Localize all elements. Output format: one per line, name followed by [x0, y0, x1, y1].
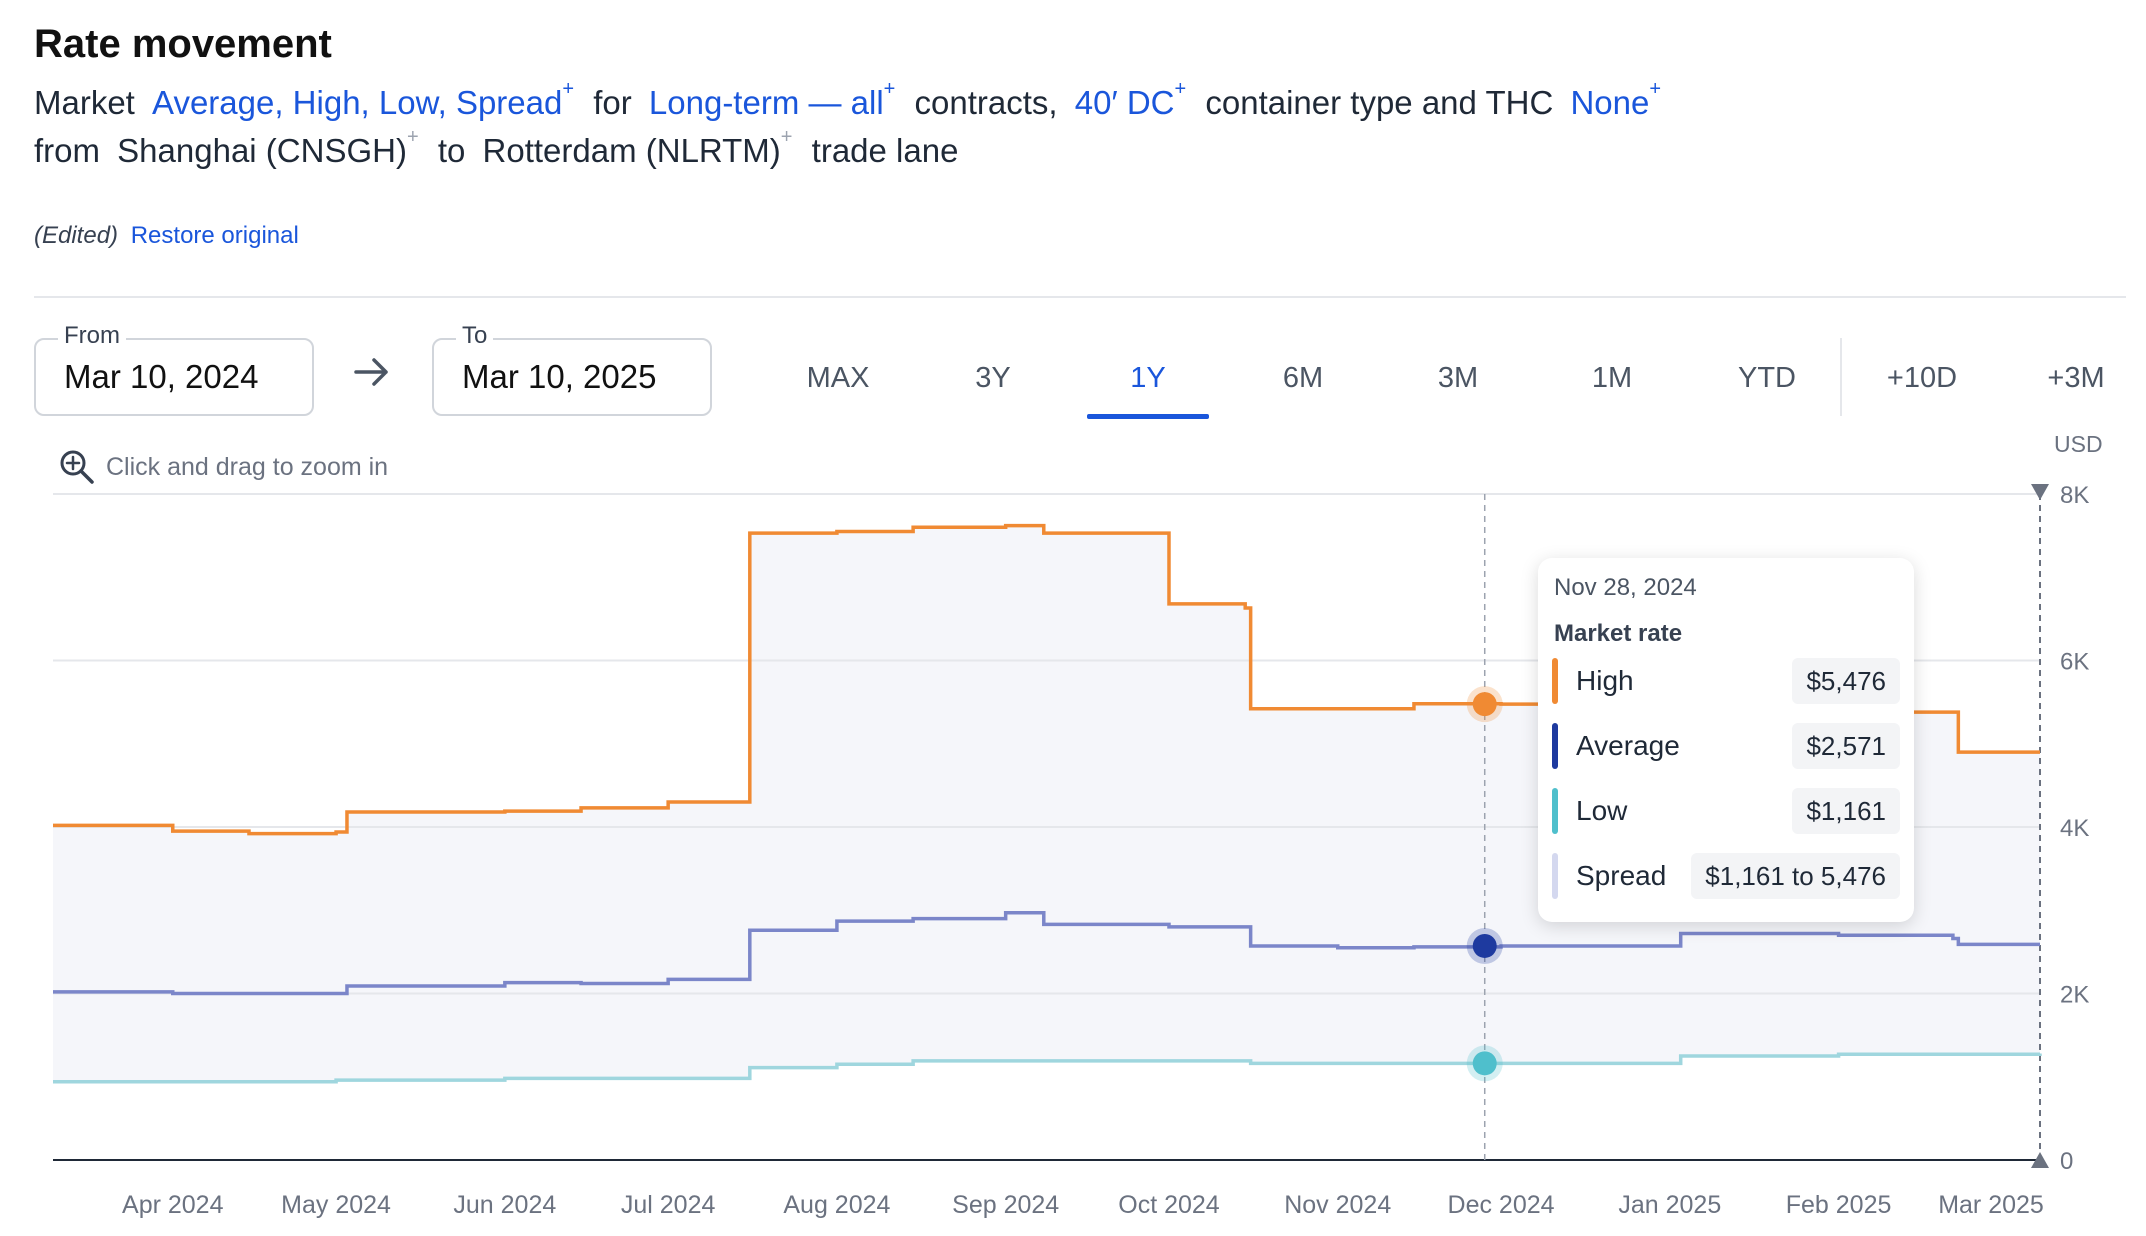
- description-line-2: from Shanghai (CNSGH)+ to Rotterdam (NLR…: [34, 126, 959, 170]
- contract-selector-link[interactable]: Long-term — all+: [648, 78, 896, 121]
- y-tick-label: 0: [2060, 1148, 2073, 1175]
- tooltip-row-spread: Spread $1,161 to 5,476: [1552, 853, 1900, 899]
- tooltip-series-value: $1,161: [1792, 788, 1900, 834]
- restore-original-link[interactable]: Restore original: [130, 222, 299, 249]
- tooltip-color-swatch: [1552, 853, 1558, 899]
- zoom-in-icon: [60, 450, 94, 484]
- zoom-hint-text: Click and drag to zoom in: [106, 452, 389, 481]
- y-tick-label: 8K: [2060, 482, 2089, 509]
- series-line-low: [53, 1052, 2042, 1084]
- spread-area: [53, 525, 2040, 1082]
- x-tick-label: Apr 2024: [122, 1191, 224, 1219]
- y-tick-label: 6K: [2060, 649, 2089, 676]
- desc-trade-lane-text: trade lane: [811, 132, 959, 169]
- tab-plus-10d[interactable]: +10D: [1886, 362, 1958, 394]
- tooltip-series-name: High: [1576, 665, 1634, 696]
- page-title: Rate movement: [34, 22, 332, 66]
- arrow-right-icon: [354, 358, 388, 386]
- x-tick-label: Mar 2025: [1938, 1191, 2044, 1219]
- tooltip-color-swatch: [1552, 723, 1558, 769]
- desc-container-text: container type and THC: [1205, 84, 1554, 121]
- tab-1y[interactable]: 1Y: [1130, 362, 1166, 394]
- from-date-value: Mar 10, 2024: [64, 358, 259, 395]
- x-tick-label: Oct 2024: [1118, 1191, 1220, 1219]
- tooltip-series-value: $2,571: [1792, 723, 1900, 769]
- to-date-field[interactable]: To Mar 10, 2025: [432, 322, 712, 416]
- y-tick-label: 4K: [2060, 815, 2089, 842]
- highlight-point-high: [1472, 692, 1497, 717]
- active-tab-underline: [1087, 414, 1209, 419]
- y-tick-label: 2K: [2060, 982, 2089, 1009]
- chart-tooltip: Nov 28, 2024 Market rate High $5,476 Avera…: [1538, 558, 1914, 922]
- x-tick-label: Dec 2024: [1448, 1191, 1555, 1219]
- x-tick-label: Jun 2024: [453, 1191, 556, 1219]
- tooltip-series-name: Spread: [1576, 860, 1667, 891]
- desc-from-text: from: [34, 132, 100, 169]
- y-axis-unit: USD: [2054, 431, 2103, 457]
- highlight-point-low: [1472, 1051, 1497, 1076]
- desc-to-text: to: [437, 132, 466, 169]
- tooltip-row-low: Low $1,161: [1552, 788, 1900, 834]
- tooltip-color-swatch: [1552, 658, 1558, 704]
- desc-for-text: for: [593, 84, 632, 121]
- tooltip-row-high: High $5,476: [1552, 658, 1900, 704]
- to-date-value: Mar 10, 2025: [462, 358, 657, 395]
- destination-selector[interactable]: Rotterdam (NLRTM)+: [482, 126, 793, 169]
- tooltip-heading: Market rate: [1554, 620, 1683, 647]
- range-end-handle-bottom: [2031, 1152, 2049, 1168]
- tooltip-color-swatch: [1552, 788, 1558, 834]
- tab-6m[interactable]: 6M: [1282, 362, 1324, 394]
- desc-market-text: Market: [34, 84, 135, 121]
- thc-selector-link[interactable]: None+: [1570, 78, 1662, 121]
- tooltip-date: Nov 28, 2024: [1554, 574, 1697, 601]
- series-selector-link[interactable]: Average, High, Low, Spread+: [152, 78, 575, 121]
- edited-notice: (Edited) Restore original: [34, 222, 299, 250]
- tab-ytd[interactable]: YTD: [1738, 362, 1796, 394]
- range-end-handle-top: [2031, 484, 2049, 500]
- origin-selector[interactable]: Shanghai (CNSGH)+: [117, 126, 419, 169]
- x-tick-label: Sep 2024: [952, 1191, 1059, 1219]
- tab-plus-3m[interactable]: +3M: [2047, 362, 2105, 394]
- tab-3m[interactable]: 3M: [1437, 362, 1479, 394]
- to-date-label: To: [456, 322, 494, 350]
- from-date-label: From: [58, 322, 126, 350]
- zoom-hint: Click and drag to zoom in: [58, 448, 388, 486]
- rate-chart[interactable]: 0 2K 4K 6K 8K USD Apr 2024 May 2024 Jun 2024 Jul …: [0, 430, 2146, 1236]
- tab-1m[interactable]: 1M: [1591, 362, 1633, 394]
- tab-3y[interactable]: 3Y: [975, 362, 1011, 394]
- tab-max[interactable]: MAX: [806, 362, 870, 394]
- tooltip-row-average: Average $2,571: [1552, 723, 1900, 769]
- tooltip-series-name: Low: [1576, 795, 1628, 826]
- section-divider: [34, 296, 2126, 298]
- x-tick-label: Jul 2024: [621, 1191, 716, 1219]
- tab-separator: [1840, 338, 1842, 416]
- desc-contracts-text: contracts,: [914, 84, 1058, 121]
- x-tick-label: Feb 2025: [1786, 1191, 1892, 1219]
- x-tick-label: May 2024: [281, 1191, 391, 1219]
- tooltip-series-name: Average: [1576, 730, 1680, 761]
- x-tick-label: Aug 2024: [783, 1191, 890, 1219]
- x-tick-label: Jan 2025: [1618, 1191, 1721, 1219]
- tooltip-series-value: $5,476: [1792, 658, 1900, 704]
- container-selector-link[interactable]: 40′ DC+: [1074, 78, 1187, 121]
- x-tick-label: Nov 2024: [1284, 1191, 1391, 1219]
- tooltip-series-value: $1,161 to 5,476: [1691, 853, 1900, 899]
- series-line-average: [53, 910, 2040, 996]
- edited-label: (Edited): [34, 222, 119, 249]
- highlight-point-average: [1472, 933, 1497, 958]
- description-line-1: Market Average, High, Low, Spread+ for L…: [34, 78, 1662, 122]
- from-date-field[interactable]: From Mar 10, 2024: [34, 322, 314, 416]
